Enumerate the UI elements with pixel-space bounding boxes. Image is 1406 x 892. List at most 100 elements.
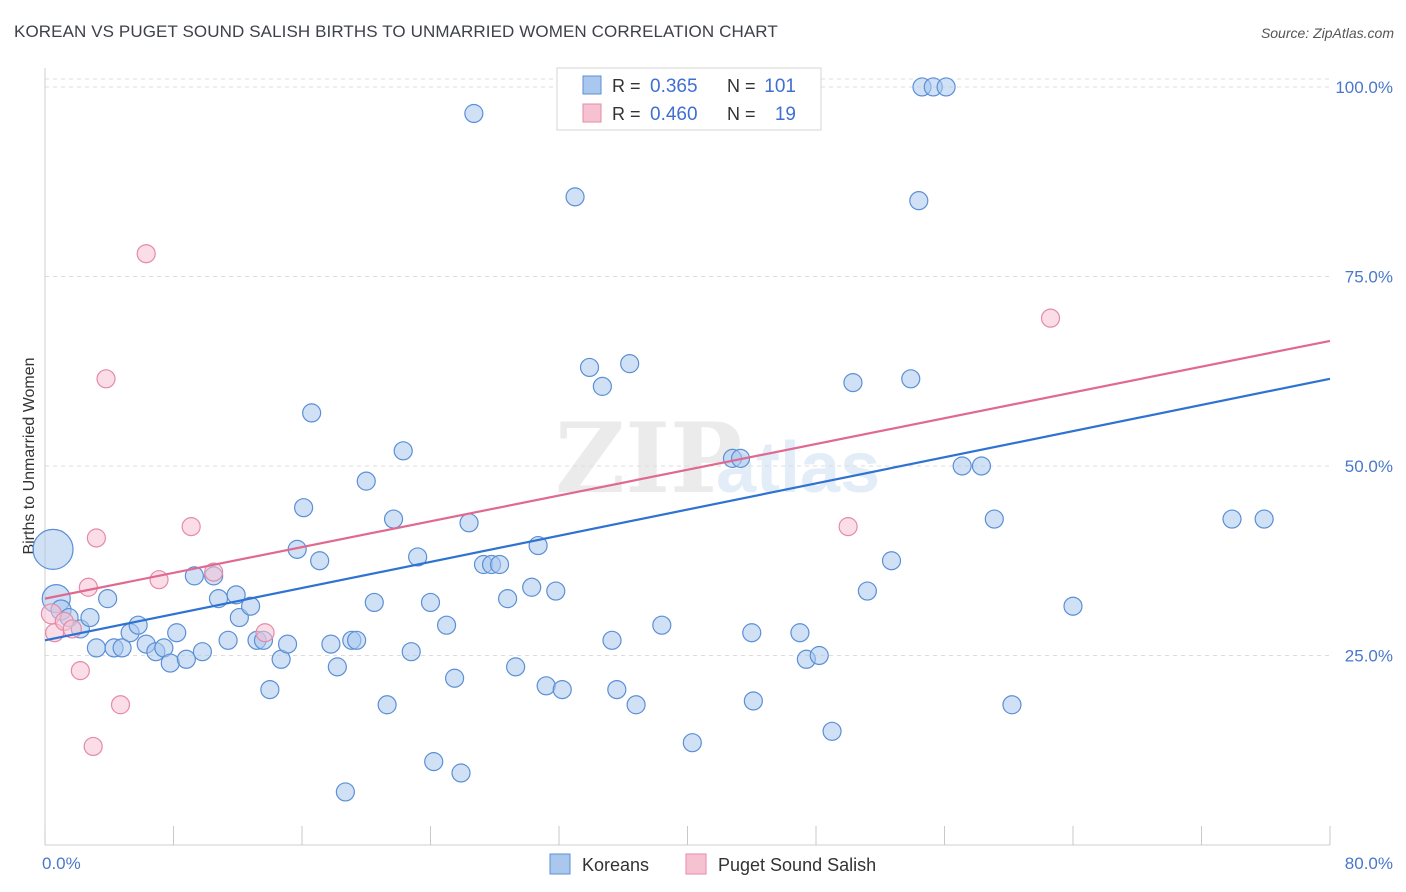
point-koreans-82 bbox=[809, 645, 829, 666]
point-koreans-23 bbox=[226, 585, 246, 605]
legend-r-label-puget: R = bbox=[612, 104, 641, 124]
point-koreans-36 bbox=[327, 657, 347, 677]
y-axis-label: Births to Unmarried Women bbox=[21, 357, 38, 554]
legend-r-value-puget: 0.460 bbox=[650, 104, 698, 125]
point-koreans-76 bbox=[742, 623, 762, 643]
point-koreans-56 bbox=[489, 554, 510, 575]
point-koreans-39 bbox=[347, 630, 367, 650]
point-koreans-95 bbox=[1002, 695, 1022, 715]
point-puget-4 bbox=[70, 661, 90, 681]
point-koreans-34 bbox=[310, 551, 330, 571]
point-puget-7 bbox=[86, 528, 107, 548]
y-tick-label-3: 100.0% bbox=[1335, 78, 1393, 97]
point-puget-10 bbox=[136, 244, 156, 264]
point-koreans-84 bbox=[843, 372, 863, 393]
point-puget-5 bbox=[78, 577, 98, 597]
point-koreans-87 bbox=[901, 369, 921, 389]
y-tick-labels: 25.0% 50.0% 75.0% 100.0% bbox=[1335, 78, 1393, 666]
point-koreans-35 bbox=[321, 634, 341, 654]
point-koreans-80 bbox=[790, 623, 810, 643]
stats-legend: R = 0.365 N = 101 R = 0.460 N = 19 bbox=[556, 67, 822, 131]
point-koreans-53 bbox=[464, 103, 484, 124]
point-koreans-83 bbox=[822, 721, 842, 741]
trend-line-puget bbox=[44, 339, 1331, 600]
point-koreans-58 bbox=[506, 657, 526, 677]
point-koreans-9 bbox=[112, 638, 132, 658]
point-koreans-37 bbox=[335, 782, 355, 802]
point-koreans-46 bbox=[408, 547, 428, 567]
point-koreans-96 bbox=[1063, 596, 1083, 616]
point-koreans-6 bbox=[86, 638, 107, 658]
source-note: Source: ZipAtlas.com bbox=[1260, 25, 1394, 41]
point-koreans-66 bbox=[579, 357, 600, 378]
point-koreans-16 bbox=[167, 623, 187, 643]
watermark: ZIP atlas bbox=[555, 402, 880, 515]
point-koreans-44 bbox=[393, 441, 413, 461]
point-koreans-52 bbox=[459, 513, 479, 533]
point-koreans-71 bbox=[626, 695, 646, 715]
point-koreans-85 bbox=[857, 581, 878, 601]
series-puget-points bbox=[40, 244, 1061, 757]
trend-line-koreans bbox=[44, 377, 1331, 642]
point-koreans-5 bbox=[80, 607, 100, 628]
point-koreans-50 bbox=[444, 668, 465, 688]
x-ticks bbox=[44, 826, 1331, 845]
point-puget-15 bbox=[838, 517, 858, 537]
point-koreans-67 bbox=[592, 376, 612, 396]
point-koreans-93 bbox=[971, 456, 992, 476]
bottom-legend-swatch-puget bbox=[685, 853, 707, 875]
x-tick-label-min: 0.0% bbox=[42, 854, 81, 873]
point-koreans-32 bbox=[294, 498, 314, 518]
point-koreans-22 bbox=[218, 630, 238, 650]
legend-swatch-koreans bbox=[582, 75, 602, 95]
point-koreans-45 bbox=[401, 642, 421, 662]
point-koreans-47 bbox=[420, 592, 441, 613]
point-koreans-18 bbox=[184, 566, 204, 586]
point-koreans-68 bbox=[602, 630, 622, 650]
legend-r-value-koreans: 0.365 bbox=[650, 76, 698, 97]
point-koreans-19 bbox=[192, 642, 213, 662]
watermark-atlas: atlas bbox=[716, 428, 880, 508]
point-koreans-63 bbox=[552, 679, 572, 700]
point-koreans-28 bbox=[260, 679, 280, 700]
point-koreans-59 bbox=[522, 577, 542, 597]
series-legend: Koreans Puget Sound Salish bbox=[549, 853, 876, 875]
legend-n-label-puget: N = bbox=[727, 104, 756, 124]
point-koreans-62 bbox=[546, 581, 566, 601]
point-koreans-17 bbox=[176, 649, 196, 669]
point-koreans-70 bbox=[620, 354, 640, 374]
point-koreans-25 bbox=[241, 596, 261, 616]
point-koreans-24 bbox=[229, 607, 249, 628]
legend-n-value-puget: 19 bbox=[775, 104, 796, 125]
gridlines bbox=[45, 78, 1330, 656]
bottom-legend-swatch-koreans bbox=[549, 853, 571, 875]
point-koreans-97 bbox=[1222, 509, 1242, 529]
point-koreans-30 bbox=[277, 634, 298, 654]
y-tick-label-0: 25.0% bbox=[1345, 646, 1393, 665]
point-koreans-77 bbox=[743, 691, 763, 711]
point-koreans-33 bbox=[302, 403, 322, 423]
point-koreans-86 bbox=[881, 551, 902, 571]
point-koreans-88 bbox=[909, 191, 929, 211]
point-koreans-40 bbox=[356, 471, 376, 491]
legend-n-label-koreans: N = bbox=[727, 76, 756, 96]
point-koreans-43 bbox=[383, 509, 404, 529]
point-koreans-41 bbox=[364, 592, 384, 613]
point-koreans-15 bbox=[160, 653, 180, 673]
point-koreans-73 bbox=[682, 733, 702, 753]
point-koreans-98 bbox=[1254, 509, 1274, 529]
point-puget-14 bbox=[255, 623, 275, 643]
point-koreans-49 bbox=[436, 615, 457, 635]
trend-lines bbox=[44, 339, 1331, 642]
point-koreans-7 bbox=[98, 589, 118, 609]
point-koreans-72 bbox=[652, 615, 672, 635]
point-koreans-42 bbox=[377, 695, 397, 715]
point-koreans-92 bbox=[952, 456, 972, 476]
point-puget-13 bbox=[204, 562, 224, 582]
point-puget-12 bbox=[181, 517, 201, 537]
point-puget-9 bbox=[110, 695, 131, 715]
point-koreans-0 bbox=[32, 528, 74, 570]
point-koreans-57 bbox=[498, 589, 518, 609]
y-tick-label-2: 75.0% bbox=[1345, 267, 1393, 286]
